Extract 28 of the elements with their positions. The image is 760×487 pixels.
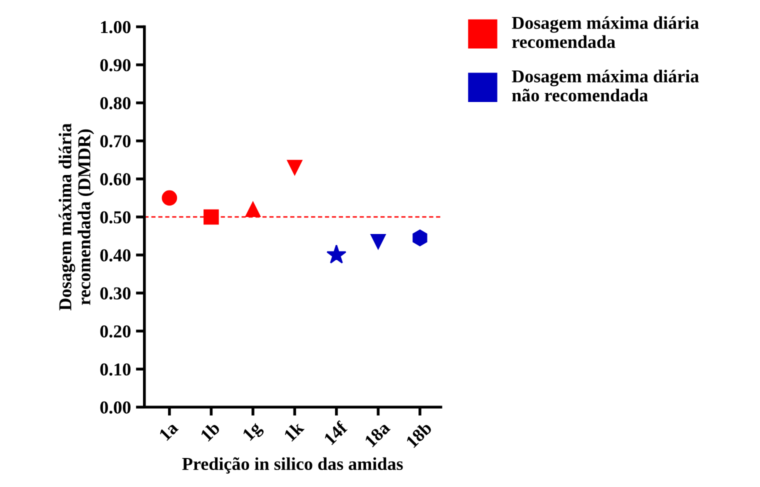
y-tick-label: 0.90 [100, 59, 131, 72]
x-tick-label: 1b [200, 420, 221, 442]
x-tick-label: 18a [364, 420, 391, 448]
y-tick-label: 0.00 [100, 401, 131, 414]
point [287, 160, 302, 176]
y-tick-label: 0.80 [100, 97, 131, 110]
y-tick-label: 0.50 [100, 211, 131, 224]
legend-label: Dosagem máxima diária recomendada [512, 16, 699, 48]
y-tick-label: 0.30 [100, 287, 131, 300]
legend-label: Dosagem máxima diária não recomendada [512, 70, 699, 102]
y-tick-label: 0.40 [100, 249, 131, 262]
y-tick-label: 0.20 [100, 325, 131, 338]
x-tick-label: 1k [283, 420, 304, 442]
point [162, 190, 178, 206]
point [204, 209, 219, 225]
y-tick-label: 0.70 [100, 135, 131, 148]
x-tick-label: 1g [242, 420, 265, 444]
y-tick-label: 0.10 [100, 363, 131, 376]
y-tick-label: 1.00 [101, 21, 131, 34]
point [370, 234, 386, 250]
y-tick-label: 0.60 [100, 173, 131, 186]
x-tick-label: 1a [158, 420, 179, 442]
point [245, 202, 261, 217]
point [412, 230, 428, 246]
x-tick-label: 14f [323, 420, 348, 446]
y-axis-title: Dosagem máxima diária recomendada (DMDR) [58, 123, 94, 310]
x-axis-title: Predição in silico das amidas [182, 457, 403, 474]
x-tick-label: 18b [405, 420, 433, 448]
